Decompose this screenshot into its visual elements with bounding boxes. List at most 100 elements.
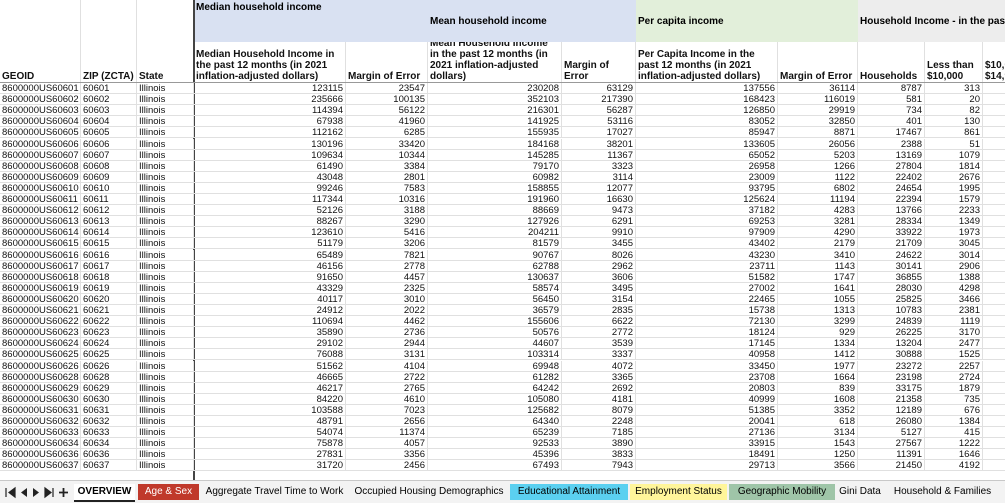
cell: 60608: [81, 160, 137, 172]
cell: 4057: [346, 438, 428, 450]
cell: Illinois: [137, 194, 194, 206]
cell: 21358: [858, 393, 925, 405]
cell: 24839: [858, 316, 925, 328]
cell-empty: [983, 261, 1005, 272]
cell: 5127: [858, 427, 925, 439]
cell: 64242: [428, 382, 562, 394]
cell: 1608: [778, 393, 858, 405]
cell: 1334: [778, 338, 858, 350]
cell: 23009: [636, 171, 778, 183]
cell: 65489: [194, 249, 346, 261]
cell: 8600000US60603: [0, 105, 81, 117]
cell: 43329: [194, 282, 346, 294]
cell-empty: [983, 361, 1005, 372]
cell: Illinois: [137, 249, 194, 261]
cell: 67938: [194, 116, 346, 128]
cell: 2179: [778, 238, 858, 250]
sheet-tab[interactable]: Household & Families: [893, 486, 992, 497]
cell: 2022: [346, 305, 428, 317]
cell: 8600000US60604: [0, 116, 81, 128]
cell: 3356: [346, 449, 428, 461]
cell: 18491: [636, 449, 778, 461]
cell: 37182: [636, 205, 778, 217]
cell: Illinois: [137, 105, 194, 117]
cell: 10316: [346, 194, 428, 206]
cell: 60609: [81, 171, 137, 183]
cell: 6802: [778, 182, 858, 194]
cell: 2248: [562, 416, 636, 428]
cell: 48791: [194, 416, 346, 428]
cell: 29713: [636, 460, 778, 472]
column-header: ZIP (ZCTA): [81, 0, 137, 83]
cell: 44607: [428, 338, 562, 350]
cell: Illinois: [137, 282, 194, 294]
cell: Illinois: [137, 338, 194, 350]
cell: 141925: [428, 116, 562, 128]
cell: 3188: [346, 205, 428, 217]
cell: 7821: [346, 249, 428, 261]
cell: 60621: [81, 305, 137, 317]
cell: 21709: [858, 238, 925, 250]
sheet-tab[interactable]: Age & Sex: [138, 484, 199, 500]
cell: 20041: [636, 416, 778, 428]
cell: Illinois: [137, 205, 194, 217]
cell: 735: [925, 393, 983, 405]
cell-empty: [983, 372, 1005, 383]
cell: 3290: [346, 216, 428, 228]
cell: 60624: [81, 338, 137, 350]
cell: 1384: [925, 416, 983, 428]
cell: 8600000US60625: [0, 349, 81, 361]
cell: 17027: [562, 127, 636, 139]
cell: 46217: [194, 382, 346, 394]
cell: 103314: [428, 349, 562, 361]
group-header: Mean household income: [430, 16, 547, 27]
tab-nav[interactable]: [0, 481, 72, 503]
cell: 33915: [636, 438, 778, 450]
cell: 116019: [778, 94, 858, 106]
cell: Illinois: [137, 404, 194, 416]
cell: 13766: [858, 205, 925, 217]
cell: Illinois: [137, 427, 194, 439]
cell: 313: [925, 83, 983, 95]
sheet-tab[interactable]: Aggregate Travel Time to Work: [205, 486, 344, 497]
cell-empty: [983, 394, 1005, 405]
cell-empty: [983, 427, 1005, 439]
cell: 4181: [562, 393, 636, 405]
cell: 90767: [428, 249, 562, 261]
cell: 82: [925, 105, 983, 117]
cell: 125682: [428, 404, 562, 416]
cell: Illinois: [137, 293, 194, 305]
sheet-tab[interactable]: Geographic Mobility: [729, 484, 835, 500]
cell: 7943: [562, 460, 636, 472]
cell: 401: [858, 116, 925, 128]
sheet-tab[interactable]: Employment Status: [630, 484, 727, 500]
cell: 8600000US60634: [0, 438, 81, 450]
cell-empty: [983, 449, 1005, 461]
sheet-tab[interactable]: Gini Data: [839, 486, 881, 497]
cell: 581: [858, 94, 925, 106]
column-header: Mean Household Income in the past 12 mon…: [428, 42, 562, 83]
cell: 3495: [562, 282, 636, 294]
cell: 28334: [858, 216, 925, 228]
cell: 33922: [858, 227, 925, 239]
cell: 8600000US60637: [0, 460, 81, 472]
sheet-tab[interactable]: Occupied Housing Demographics: [354, 486, 504, 497]
cell: 2944: [346, 338, 428, 350]
cell-empty: [983, 305, 1005, 317]
cell: Illinois: [137, 438, 194, 450]
cell: 235666: [194, 94, 346, 106]
cell: Illinois: [137, 149, 194, 161]
cell: 13204: [858, 338, 925, 350]
cell: 8787: [858, 83, 925, 95]
sheet-tab[interactable]: Educational Attainment: [510, 484, 628, 500]
cell: 929: [778, 327, 858, 339]
cell: 1055: [778, 293, 858, 305]
cell: 109634: [194, 149, 346, 161]
cell: 52126: [194, 205, 346, 217]
cell: 114394: [194, 105, 346, 117]
cell: 60616: [81, 249, 137, 261]
cell: Illinois: [137, 449, 194, 461]
cell: 60634: [81, 438, 137, 450]
sheet-tab[interactable]: OVERVIEW: [74, 484, 135, 502]
